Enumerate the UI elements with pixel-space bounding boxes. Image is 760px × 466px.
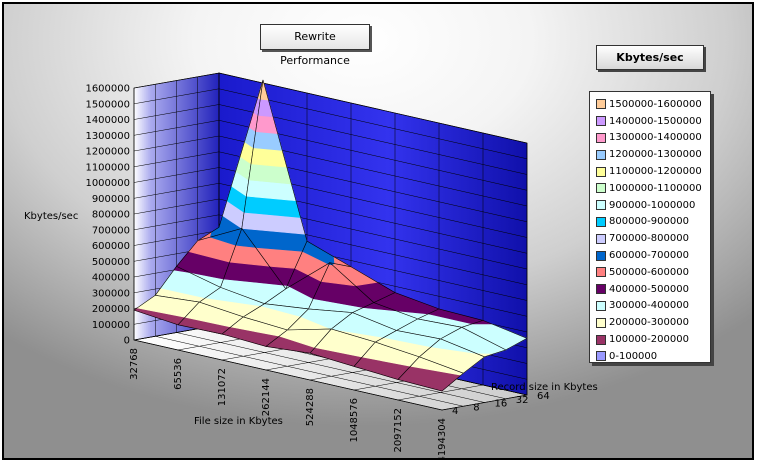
surface-cell	[397, 356, 464, 392]
legend-label: 300000-400000	[609, 300, 689, 312]
legend-label: 1400000-1500000	[609, 115, 702, 127]
gridline	[133, 339, 443, 411]
legend-label: 1100000-1200000	[609, 166, 702, 178]
depth-tick-label: 64	[537, 391, 550, 402]
legend-item: 1100000-1200000	[590, 163, 710, 180]
legend-item: 1300000-1400000	[590, 130, 710, 147]
x-tick-label: 131072	[217, 368, 228, 406]
legend-item: 300000-400000	[590, 298, 710, 315]
legend-item: 1000000-1100000	[590, 180, 710, 197]
legend-label: 200000-300000	[609, 317, 689, 329]
chart-area: 0 100000 200000 300000 400000 500000 600000 700…	[2, 2, 754, 460]
legend-item: 500000-600000	[590, 264, 710, 281]
chart-title: Rewrite Performance	[260, 24, 370, 67]
y-tick-label: 1600000	[85, 84, 130, 95]
x-tick-label: 65536	[173, 358, 184, 390]
depth-tick-label: 4	[452, 406, 458, 417]
y-tick-label: 600000	[92, 241, 130, 252]
y-tick-label: 900000	[92, 194, 130, 205]
depth-tick-label: 8	[473, 402, 479, 413]
y-tick-label: 1300000	[85, 131, 130, 142]
legend-swatch	[596, 149, 606, 160]
gridline	[155, 336, 464, 407]
legend-item: 900000-1000000	[590, 197, 710, 214]
legend-swatch	[596, 250, 606, 261]
legend-item: 800000-900000	[590, 214, 710, 231]
legend-item: 200000-300000	[590, 314, 710, 331]
legend-swatch	[596, 99, 606, 110]
y-tick-label: 100000	[92, 320, 130, 331]
legend-swatch	[596, 132, 606, 143]
legend-item: 1200000-1300000	[590, 146, 710, 163]
depth-tick-label: 16	[495, 399, 508, 410]
legend-swatch	[596, 233, 606, 244]
depth-axis-title: Record size in Kbytes	[491, 382, 598, 393]
legend-swatch	[596, 166, 606, 177]
x-tick-label: 1048576	[349, 398, 360, 443]
legend-swatch	[596, 284, 606, 295]
y-tick-label: 700000	[92, 225, 130, 236]
legend-item: 100000-200000	[590, 331, 710, 348]
x-tick-label: 2097152	[393, 408, 404, 453]
legend-swatch	[596, 334, 606, 345]
y-tick-label: 400000	[92, 273, 130, 284]
legend-item: 1400000-1500000	[590, 113, 710, 130]
surface-chart: 0 100000 200000 300000 400000 500000 600000 700…	[85, 72, 550, 460]
surface-band	[250, 147, 288, 168]
legend: 1500000-1600000 1400000-1500000 1300000-14…	[589, 91, 711, 363]
legend-item: 1500000-1600000	[590, 96, 710, 113]
legend-item: 600000-700000	[590, 247, 710, 264]
x-tick-label: 32768	[129, 348, 140, 380]
y-tick-label: 200000	[92, 304, 130, 315]
gridline	[176, 332, 485, 403]
legend-label: 1200000-1300000	[609, 149, 702, 161]
legend-swatch	[596, 300, 606, 311]
legend-label: 800000-900000	[609, 216, 689, 228]
y-tick-label: 1000000	[85, 178, 130, 189]
legend-label: 1500000-1600000	[609, 98, 702, 110]
legend-swatch	[596, 183, 606, 194]
y-tick-label: 1200000	[85, 147, 130, 158]
y-tick-label: 500000	[92, 257, 130, 268]
legend-label: 600000-700000	[609, 250, 689, 262]
legend-label: 700000-800000	[609, 233, 689, 245]
legend-label: 1300000-1400000	[609, 132, 702, 144]
y-tick-label: 1400000	[85, 115, 130, 126]
y-tick-label: 1100000	[85, 162, 130, 173]
legend-swatch	[596, 116, 606, 127]
x-axis-title: File size in Kbytes	[194, 416, 283, 427]
y-tick-label: 800000	[92, 210, 130, 221]
y-axis-title: Kbytes/sec	[24, 211, 79, 222]
legend-title: Kbytes/sec	[596, 45, 704, 70]
depth-tick-label: 32	[516, 395, 529, 406]
x-tick-label: 262144	[261, 378, 272, 416]
legend-swatch	[596, 317, 606, 328]
y-tick-label: 0	[124, 336, 130, 347]
legend-label: 400000-500000	[609, 283, 689, 295]
legend-swatch	[596, 216, 606, 227]
legend-swatch	[596, 351, 606, 362]
legend-label: 500000-600000	[609, 266, 689, 278]
legend-item: 400000-500000	[590, 281, 710, 298]
legend-swatch	[596, 267, 606, 278]
x-tick-label: 4194304	[437, 418, 448, 460]
legend-label: 900000-1000000	[609, 199, 696, 211]
legend-item: 0-100000	[590, 348, 710, 365]
legend-swatch	[596, 200, 606, 211]
y-tick-label: 1500000	[85, 99, 130, 110]
legend-item: 700000-800000	[590, 230, 710, 247]
legend-label: 100000-200000	[609, 334, 689, 346]
y-tick-label: 300000	[92, 288, 130, 299]
x-tick-label: 524288	[305, 388, 316, 426]
legend-label: 1000000-1100000	[609, 182, 702, 194]
legend-label: 0-100000	[609, 350, 658, 362]
